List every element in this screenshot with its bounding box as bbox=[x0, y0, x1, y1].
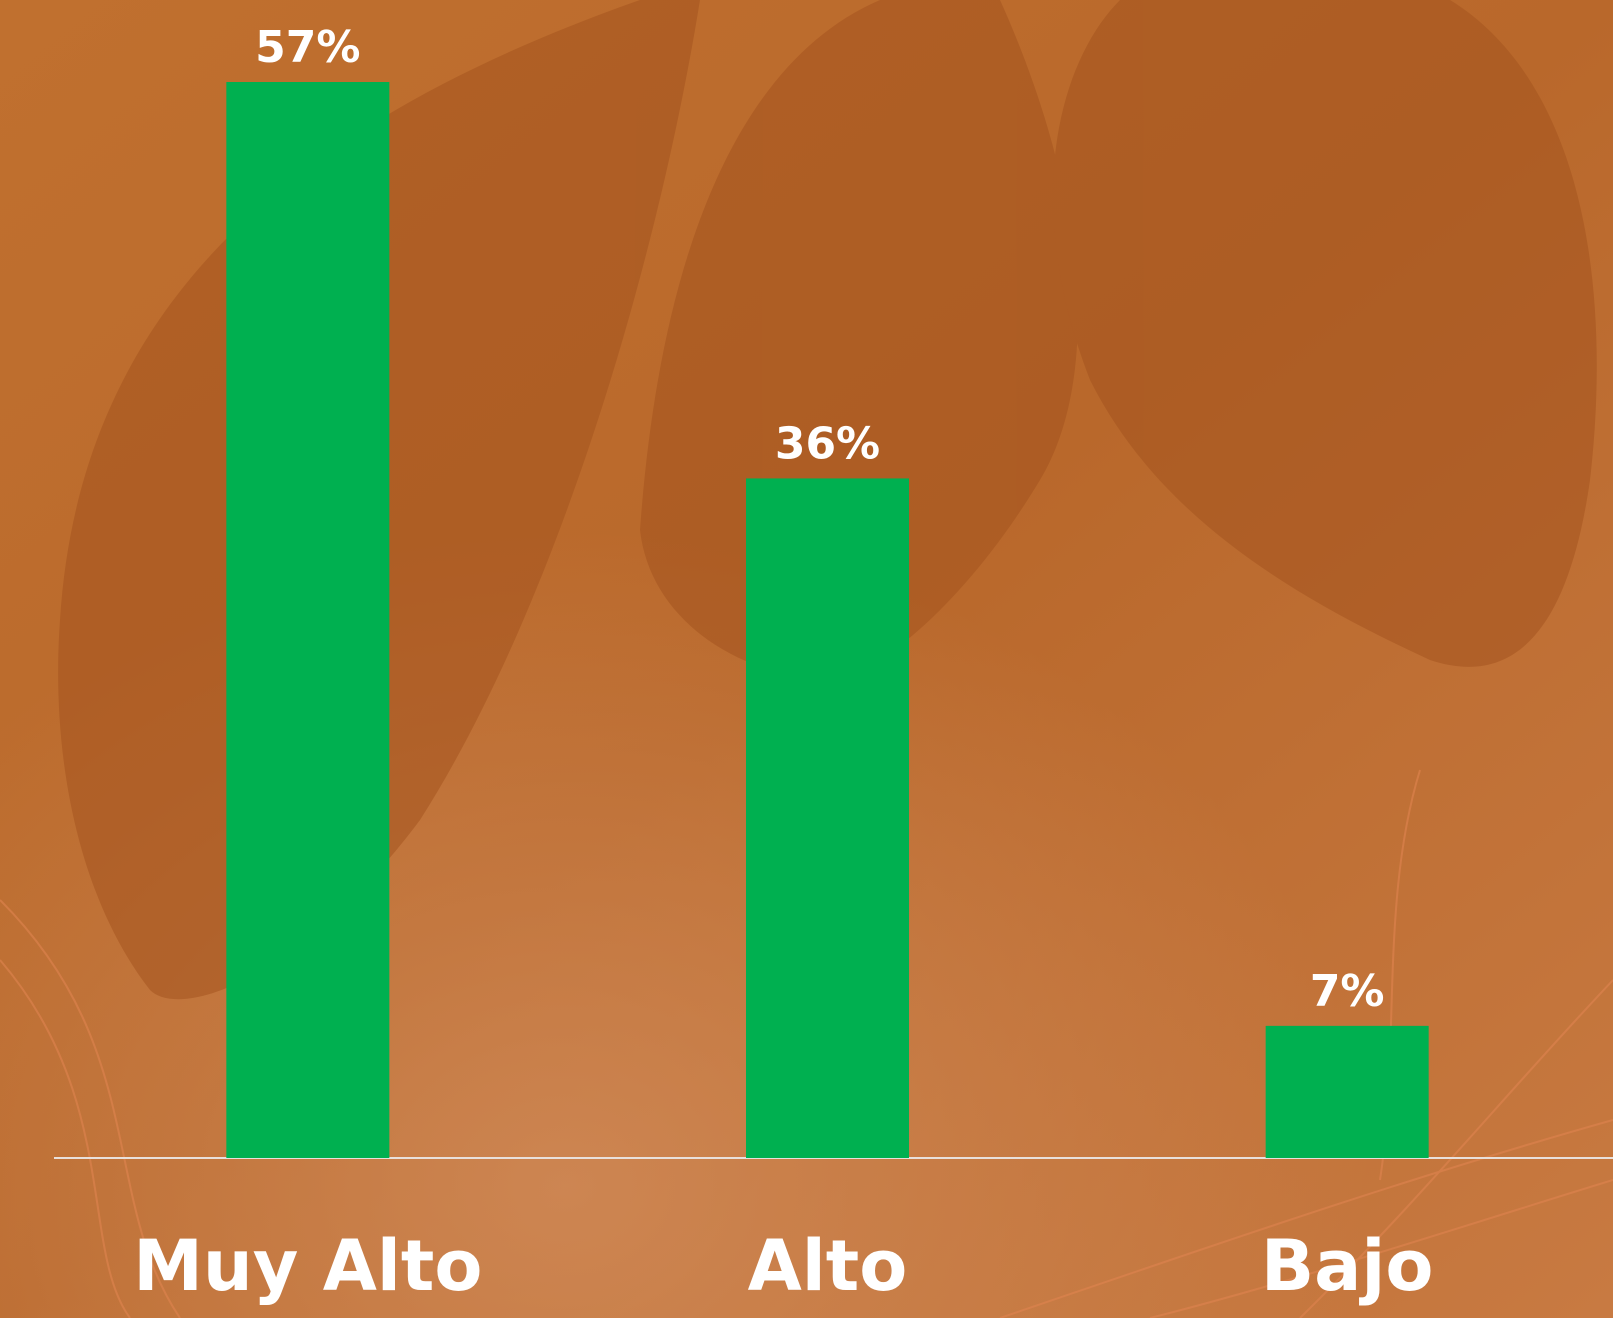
bar bbox=[226, 82, 389, 1158]
page: Muy Alto57%Alto36%Bajo7% (() => { const … bbox=[0, 0, 1613, 1318]
value-label: 7% bbox=[1310, 966, 1385, 1017]
x-tick-label: Bajo bbox=[1261, 1225, 1434, 1307]
x-tick-label: Muy Alto bbox=[133, 1225, 482, 1307]
bar bbox=[1266, 1026, 1429, 1158]
bar bbox=[746, 478, 909, 1158]
value-label: 57% bbox=[255, 22, 360, 73]
chart: Muy Alto 57% Alto 36% Bajo 7% bbox=[0, 0, 1613, 1318]
x-tick-label: Alto bbox=[748, 1225, 908, 1307]
value-label: 36% bbox=[775, 418, 880, 469]
